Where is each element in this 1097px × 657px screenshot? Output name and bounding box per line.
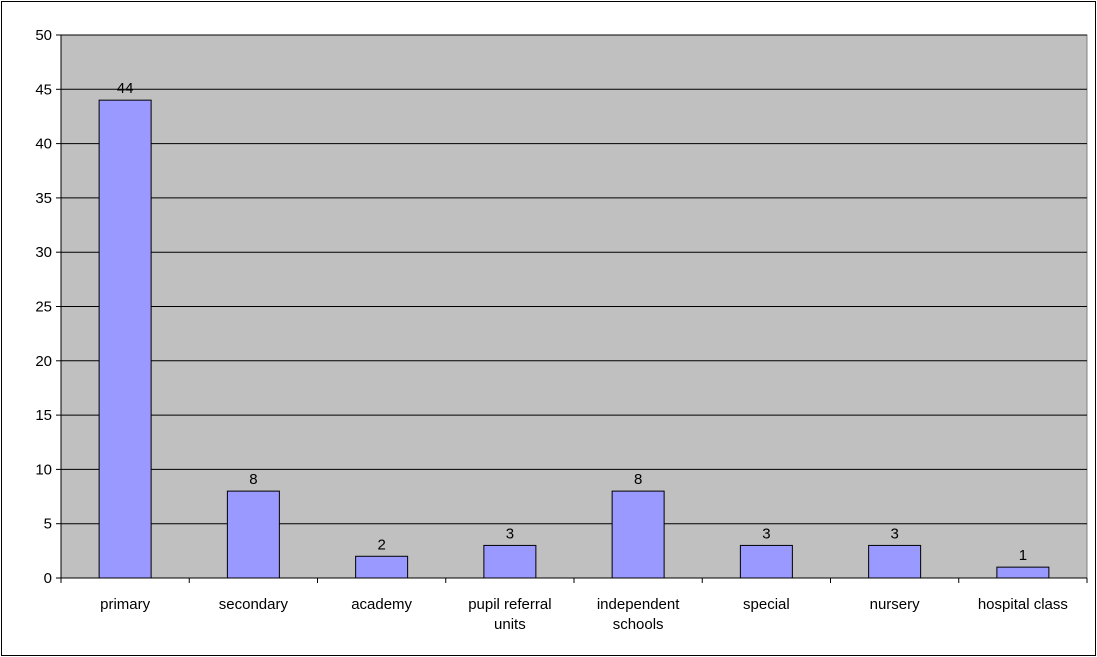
y-tick-label: 50 <box>35 27 52 44</box>
y-tick-label: 45 <box>35 81 52 98</box>
bar <box>611 490 665 579</box>
data-label: 1 <box>1019 547 1027 564</box>
y-tick-label: 10 <box>35 461 52 478</box>
data-label: 44 <box>117 80 134 97</box>
x-tick-label: schools <box>613 616 664 633</box>
data-label: 3 <box>762 525 770 542</box>
y-axis: 0 5 10 15 20 25 30 35 40 45 50 <box>35 27 62 587</box>
y-tick-label: 5 <box>44 516 52 533</box>
bar <box>355 555 409 579</box>
x-tick-label: academy <box>351 596 412 613</box>
x-axis: primary secondary academy pupil referral uni… <box>60 577 1088 633</box>
y-tick-label: 30 <box>35 244 52 261</box>
bar <box>226 490 280 579</box>
y-tick-label: 35 <box>35 190 52 207</box>
x-tick-label: independent <box>597 596 680 613</box>
x-tick-label: primary <box>100 596 151 613</box>
y-tick-label: 0 <box>44 570 52 587</box>
bar <box>739 544 793 579</box>
x-tick-label: pupil referral <box>468 596 551 613</box>
y-tick-label: 40 <box>35 136 52 153</box>
data-labels: 44 8 2 3 8 3 3 1 <box>117 80 1027 564</box>
x-tick-label: units <box>494 616 526 633</box>
x-tick-label: secondary <box>219 596 289 613</box>
bar <box>98 99 152 579</box>
x-tick-label: special <box>743 596 790 613</box>
bar <box>996 566 1050 579</box>
bar <box>868 544 922 579</box>
x-tick-label: nursery <box>870 596 921 613</box>
y-tick-label: 20 <box>35 353 52 370</box>
data-label: 8 <box>249 471 257 488</box>
bars <box>98 99 1050 579</box>
y-tick-label: 25 <box>35 299 52 316</box>
data-label: 8 <box>634 471 642 488</box>
data-label: 3 <box>506 525 514 542</box>
data-label: 3 <box>890 525 898 542</box>
gridlines <box>61 34 1087 525</box>
y-tick-label: 15 <box>35 407 52 424</box>
bar <box>483 544 537 579</box>
data-label: 2 <box>377 536 385 553</box>
x-tick-label: hospital class <box>978 596 1068 613</box>
